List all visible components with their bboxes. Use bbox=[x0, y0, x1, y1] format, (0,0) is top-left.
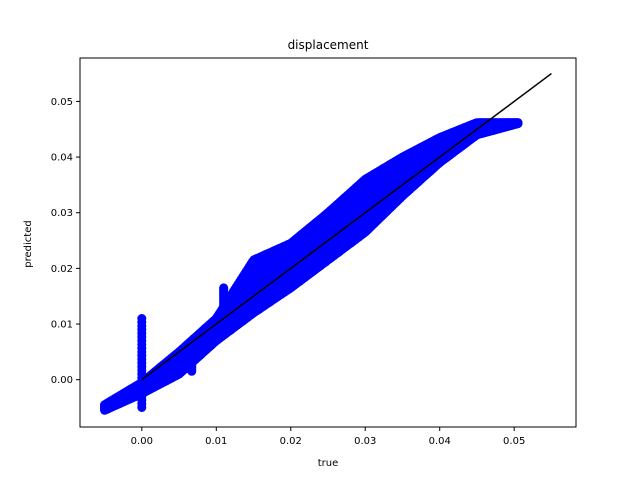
x-tick-label: 0.05 bbox=[503, 436, 525, 447]
x-tick-label: 0.02 bbox=[280, 436, 302, 447]
y-tick-label: 0.03 bbox=[51, 208, 73, 219]
axes-frame bbox=[79, 57, 577, 428]
x-tick-label: 0.01 bbox=[205, 436, 227, 447]
x-tick-label: 0.03 bbox=[354, 436, 376, 447]
x-axis-label: true bbox=[318, 458, 339, 469]
y-tick-label: 0.00 bbox=[51, 375, 73, 386]
x-tick-label: 0.04 bbox=[429, 436, 451, 447]
y-axis-label: predicted bbox=[23, 220, 34, 267]
scatter-point bbox=[137, 314, 147, 323]
scatter-point bbox=[513, 118, 523, 128]
y-tick-label: 0.01 bbox=[51, 320, 73, 331]
y-tick-label: 0.04 bbox=[51, 153, 73, 164]
chart-title: displacement bbox=[288, 38, 369, 52]
scatter-point bbox=[219, 283, 229, 293]
y-tick-label: 0.05 bbox=[51, 97, 73, 108]
y-tick-label: 0.02 bbox=[51, 264, 73, 275]
identity-line bbox=[141, 72, 552, 381]
x-tick-label: 0.00 bbox=[131, 436, 153, 447]
